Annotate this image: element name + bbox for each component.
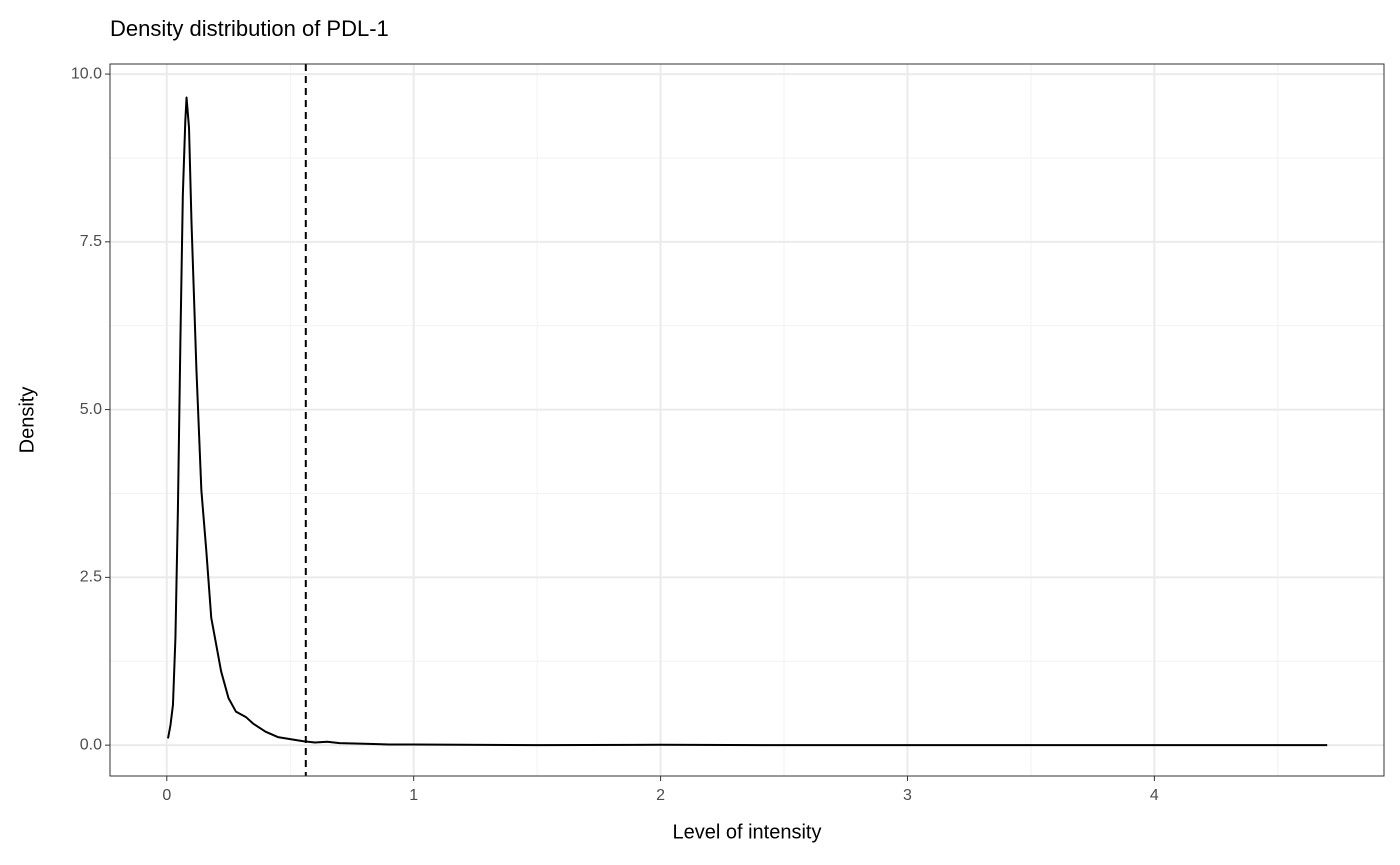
density-line xyxy=(167,96,1328,747)
x-tick-label: 1 xyxy=(409,787,418,804)
y-axis-title: Density xyxy=(16,387,38,454)
y-tick-label: 10.0 xyxy=(71,65,102,82)
x-tick-label: 3 xyxy=(903,787,912,804)
y-tick-label: 0.0 xyxy=(80,736,102,753)
chart-title: Density distribution of PDL-1 xyxy=(110,16,389,41)
y-tick-label: 7.5 xyxy=(80,233,102,250)
y-tick-label: 5.0 xyxy=(80,401,102,418)
x-tick-label: 4 xyxy=(1150,787,1159,804)
y-tick-label: 2.5 xyxy=(80,569,102,586)
x-tick-label: 2 xyxy=(656,787,665,804)
x-axis-title: Level of intensity xyxy=(673,821,822,843)
x-tick-label: 0 xyxy=(162,787,171,804)
panel-border xyxy=(109,63,1385,777)
